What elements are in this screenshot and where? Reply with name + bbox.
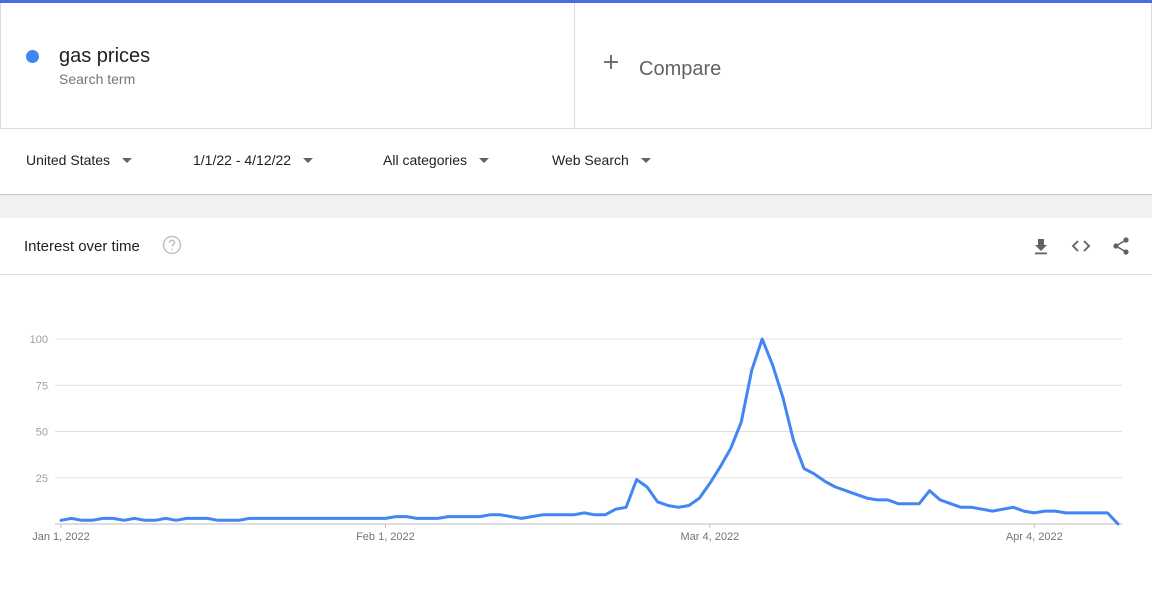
- top-accent-bar: [0, 0, 1152, 3]
- region-value: United States: [26, 152, 111, 168]
- date-range-value: 1/1/22 - 4/12/22: [193, 152, 292, 168]
- y-tick-label: 75: [36, 380, 48, 392]
- y-tick-label: 50: [36, 427, 48, 439]
- region-dropdown[interactable]: United States: [26, 152, 133, 168]
- download-icon[interactable]: [1031, 236, 1051, 256]
- region-caret-icon: [122, 157, 133, 163]
- property-caret-icon: [640, 157, 651, 163]
- search-term-type: Search term: [59, 71, 136, 87]
- x-tick-label: Apr 4, 2022: [1006, 531, 1063, 543]
- search-term-name[interactable]: gas prices: [59, 45, 151, 67]
- property-dropdown[interactable]: Web Search: [552, 152, 651, 168]
- interest-over-time-panel: Interest over time 25 50 75 100 Jan 1, 2022…: [0, 218, 1152, 611]
- compare-button[interactable]: Compare: [575, 3, 1152, 129]
- plus-icon: [604, 55, 618, 69]
- y-axis-ticks: 25 50 75 100: [30, 334, 48, 485]
- x-tick-label: Mar 4, 2022: [680, 531, 739, 543]
- panel-header: Interest over time: [0, 218, 1152, 275]
- x-axis-ticks: Jan 1, 2022 Feb 1, 2022 Mar 4, 2022 Apr 4, …: [32, 524, 1063, 543]
- y-tick-label: 25: [36, 473, 48, 485]
- search-term-color-dot: [26, 50, 39, 63]
- series-line-gas-prices: [59, 337, 1120, 526]
- y-tick-label: 100: [30, 334, 48, 346]
- embed-code-icon[interactable]: [1071, 236, 1091, 256]
- category-value: All categories: [383, 152, 468, 168]
- interest-over-time-chart: 25 50 75 100 Jan 1, 2022 Feb 1, 2022 Mar 4, 2…: [30, 334, 1122, 543]
- property-value: Web Search: [552, 152, 629, 168]
- category-caret-icon: [479, 157, 490, 163]
- category-dropdown[interactable]: All categories: [383, 152, 490, 168]
- x-tick-label: Feb 1, 2022: [356, 531, 415, 543]
- help-icon[interactable]: [162, 235, 182, 255]
- search-term-card[interactable]: gas prices Search term: [0, 3, 575, 129]
- x-tick-label: Jan 1, 2022: [32, 531, 90, 543]
- section-gap: [0, 196, 1152, 218]
- search-terms-row: gas prices Search term Compare: [0, 3, 1152, 130]
- compare-label: Compare: [639, 58, 722, 80]
- panel-title: Interest over time: [24, 238, 140, 255]
- date-range-caret-icon: [303, 157, 314, 163]
- filter-bar: United States 1/1/22 - 4/12/22 All categ…: [0, 130, 1152, 195]
- share-icon[interactable]: [1111, 236, 1131, 256]
- date-range-dropdown[interactable]: 1/1/22 - 4/12/22: [193, 152, 314, 168]
- chart-grid: [55, 338, 1122, 525]
